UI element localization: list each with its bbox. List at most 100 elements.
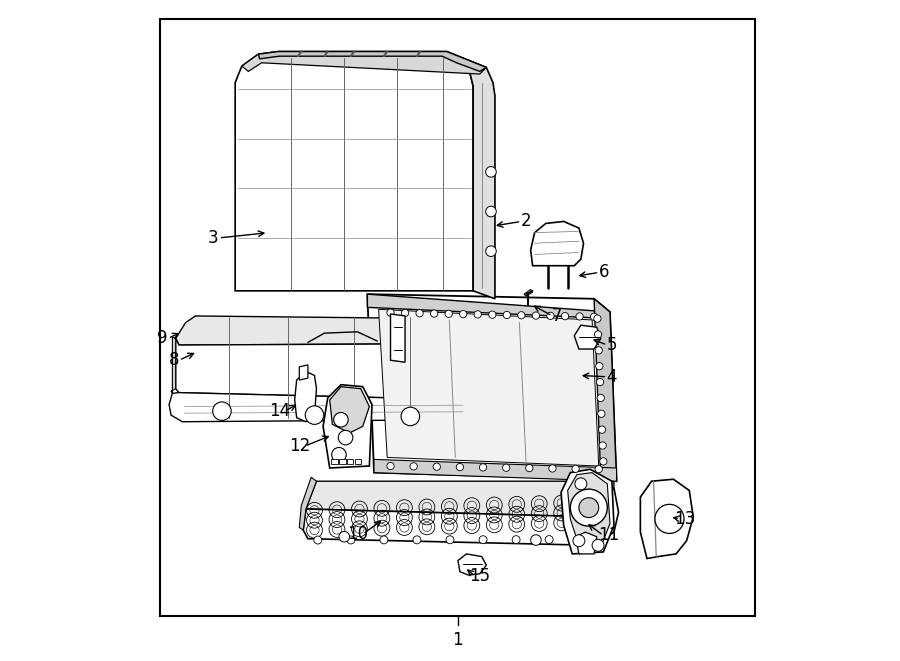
Circle shape <box>531 535 541 545</box>
Polygon shape <box>258 52 486 71</box>
Circle shape <box>334 412 348 427</box>
Text: 5: 5 <box>607 336 617 354</box>
Circle shape <box>401 309 409 317</box>
Polygon shape <box>641 479 693 559</box>
Circle shape <box>597 394 604 401</box>
Circle shape <box>594 315 601 322</box>
Circle shape <box>486 206 496 217</box>
Polygon shape <box>379 309 598 466</box>
Circle shape <box>413 536 421 544</box>
Circle shape <box>433 463 440 471</box>
Circle shape <box>598 426 606 434</box>
Polygon shape <box>306 481 614 517</box>
Circle shape <box>305 406 324 424</box>
Polygon shape <box>594 299 616 481</box>
Circle shape <box>526 465 533 472</box>
Polygon shape <box>561 469 614 554</box>
Circle shape <box>592 539 604 551</box>
Circle shape <box>489 311 496 319</box>
Circle shape <box>597 378 604 385</box>
Polygon shape <box>300 365 308 380</box>
Polygon shape <box>391 314 405 362</box>
Text: 6: 6 <box>598 263 609 282</box>
Text: 2: 2 <box>521 212 531 231</box>
Polygon shape <box>176 316 466 345</box>
Circle shape <box>480 464 487 471</box>
Text: 12: 12 <box>289 437 310 455</box>
Text: 3: 3 <box>208 229 219 247</box>
Circle shape <box>594 330 602 338</box>
Bar <box>331 459 338 464</box>
Circle shape <box>445 310 453 317</box>
Polygon shape <box>176 338 466 399</box>
Circle shape <box>578 535 586 543</box>
Circle shape <box>576 313 583 320</box>
Text: 4: 4 <box>607 368 617 386</box>
Circle shape <box>595 346 602 354</box>
Polygon shape <box>524 290 533 296</box>
Circle shape <box>460 311 467 318</box>
Circle shape <box>387 463 394 469</box>
Circle shape <box>599 442 607 449</box>
Circle shape <box>547 312 554 319</box>
Circle shape <box>518 311 525 319</box>
Circle shape <box>479 535 487 543</box>
Circle shape <box>314 536 322 544</box>
Bar <box>339 459 346 464</box>
Circle shape <box>212 402 231 420</box>
Circle shape <box>549 465 556 472</box>
Circle shape <box>590 313 598 321</box>
Text: 14: 14 <box>269 402 290 420</box>
Bar <box>355 459 362 464</box>
Circle shape <box>596 362 603 369</box>
Polygon shape <box>171 337 176 393</box>
Text: 15: 15 <box>469 567 491 586</box>
Polygon shape <box>374 459 616 481</box>
Polygon shape <box>574 325 600 349</box>
Bar <box>346 459 354 464</box>
Bar <box>160 19 755 616</box>
Polygon shape <box>235 52 473 291</box>
Polygon shape <box>329 387 369 433</box>
Circle shape <box>380 536 388 544</box>
Text: 7: 7 <box>552 307 562 325</box>
Polygon shape <box>300 477 317 530</box>
Text: 1: 1 <box>453 631 464 649</box>
Text: 11: 11 <box>598 526 619 545</box>
Polygon shape <box>576 532 597 554</box>
Circle shape <box>430 310 437 317</box>
Text: 8: 8 <box>168 351 179 369</box>
Polygon shape <box>367 294 616 481</box>
Text: 13: 13 <box>674 510 696 528</box>
Circle shape <box>446 536 454 544</box>
Circle shape <box>486 246 496 256</box>
Circle shape <box>486 167 496 177</box>
Polygon shape <box>464 58 495 299</box>
Circle shape <box>571 489 608 526</box>
Circle shape <box>332 447 347 462</box>
Circle shape <box>416 309 423 317</box>
Circle shape <box>545 535 554 543</box>
Polygon shape <box>294 371 317 422</box>
Circle shape <box>573 535 585 547</box>
Circle shape <box>474 311 482 318</box>
Circle shape <box>339 531 349 542</box>
Polygon shape <box>367 294 610 319</box>
Polygon shape <box>242 52 486 74</box>
Polygon shape <box>169 373 489 422</box>
Circle shape <box>562 313 569 320</box>
Circle shape <box>595 465 602 473</box>
Circle shape <box>401 407 419 426</box>
Circle shape <box>346 536 355 544</box>
Circle shape <box>532 312 540 319</box>
Polygon shape <box>323 385 372 468</box>
Circle shape <box>456 463 464 471</box>
Circle shape <box>572 465 580 473</box>
Circle shape <box>575 478 587 490</box>
Circle shape <box>512 535 520 543</box>
Polygon shape <box>531 221 583 266</box>
Circle shape <box>387 309 394 316</box>
Text: 10: 10 <box>346 525 368 543</box>
Polygon shape <box>568 473 610 547</box>
Polygon shape <box>458 554 486 575</box>
